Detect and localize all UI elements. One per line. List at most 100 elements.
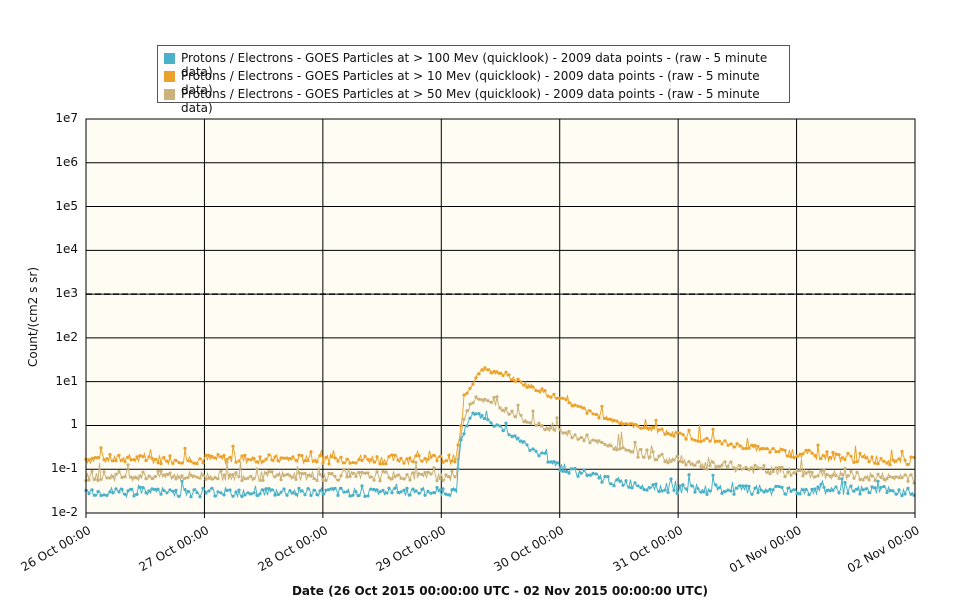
data-point [879, 485, 883, 489]
data-point [579, 436, 583, 440]
data-point [732, 492, 736, 496]
data-point [261, 459, 265, 463]
data-point [315, 460, 319, 464]
data-point [144, 458, 148, 463]
data-point [240, 494, 244, 499]
data-point [585, 411, 589, 415]
data-point [408, 456, 412, 460]
data-point [231, 444, 235, 448]
data-point [774, 450, 778, 454]
data-point [633, 423, 637, 427]
data-point [630, 422, 634, 426]
data-point [321, 478, 325, 482]
data-point [852, 476, 856, 480]
data-point [669, 459, 673, 463]
data-point [882, 459, 886, 463]
data-point [900, 494, 904, 498]
data-point [684, 487, 688, 491]
data-point [345, 490, 349, 494]
data-point [837, 453, 841, 457]
data-point [129, 475, 133, 479]
data-point [414, 460, 418, 464]
data-point [126, 455, 130, 459]
data-point [264, 487, 268, 491]
data-point [660, 489, 664, 493]
data-point [531, 385, 535, 389]
data-point [105, 493, 109, 497]
data-point [471, 382, 475, 386]
data-point [885, 461, 889, 465]
data-point [582, 439, 586, 443]
data-point [108, 452, 112, 457]
data-point [849, 484, 853, 488]
data-point [345, 457, 349, 461]
data-point [657, 489, 661, 494]
data-point [345, 475, 349, 479]
data-point [165, 491, 169, 495]
data-point [495, 395, 499, 399]
data-point [699, 465, 703, 469]
data-point [714, 483, 718, 487]
data-point [705, 436, 709, 440]
data-point [666, 490, 670, 494]
data-point [360, 484, 364, 488]
data-point [591, 471, 595, 475]
data-point [510, 435, 514, 439]
data-point [432, 491, 436, 495]
data-point [243, 453, 247, 457]
data-point [840, 477, 844, 481]
data-point [390, 477, 394, 481]
data-point [348, 461, 352, 465]
data-point [864, 487, 868, 491]
data-point [825, 488, 829, 492]
data-point [843, 458, 847, 462]
data-point [696, 439, 700, 443]
data-point [201, 461, 205, 465]
data-point [294, 492, 298, 496]
data-point [855, 487, 859, 491]
data-point [489, 371, 493, 375]
data-point [834, 485, 838, 489]
data-point [495, 370, 499, 374]
data-point [303, 459, 307, 463]
data-point [690, 462, 694, 466]
data-point [552, 392, 556, 396]
data-point [645, 426, 649, 430]
data-point [627, 422, 631, 426]
data-point [726, 443, 730, 447]
data-point [837, 476, 841, 481]
data-point [285, 493, 289, 497]
data-point [354, 474, 358, 478]
data-point [756, 466, 760, 470]
data-point [654, 418, 658, 422]
data-point [408, 493, 412, 497]
data-point [543, 389, 547, 393]
data-point [189, 473, 193, 477]
data-point [123, 475, 127, 479]
data-point [804, 487, 808, 492]
data-point [897, 476, 901, 480]
data-point [237, 475, 241, 479]
data-point [372, 487, 376, 492]
data-point [576, 404, 580, 408]
data-point [645, 448, 649, 452]
data-point [306, 487, 310, 491]
data-point [807, 470, 811, 474]
data-point [606, 475, 610, 479]
data-point [465, 409, 469, 413]
data-point [630, 450, 634, 454]
data-point [258, 478, 262, 482]
data-point [651, 450, 655, 454]
data-point [327, 488, 331, 492]
data-point [174, 458, 178, 463]
data-point [699, 439, 703, 444]
series-layer [84, 366, 916, 499]
data-point [93, 477, 97, 481]
data-point [120, 458, 124, 462]
data-point [312, 477, 316, 481]
data-point [678, 459, 682, 463]
legend-label-100mev: Protons / Electrons - GOES Particles at … [181, 51, 768, 79]
data-point [546, 427, 550, 431]
data-point [507, 373, 511, 377]
data-point [789, 489, 793, 493]
